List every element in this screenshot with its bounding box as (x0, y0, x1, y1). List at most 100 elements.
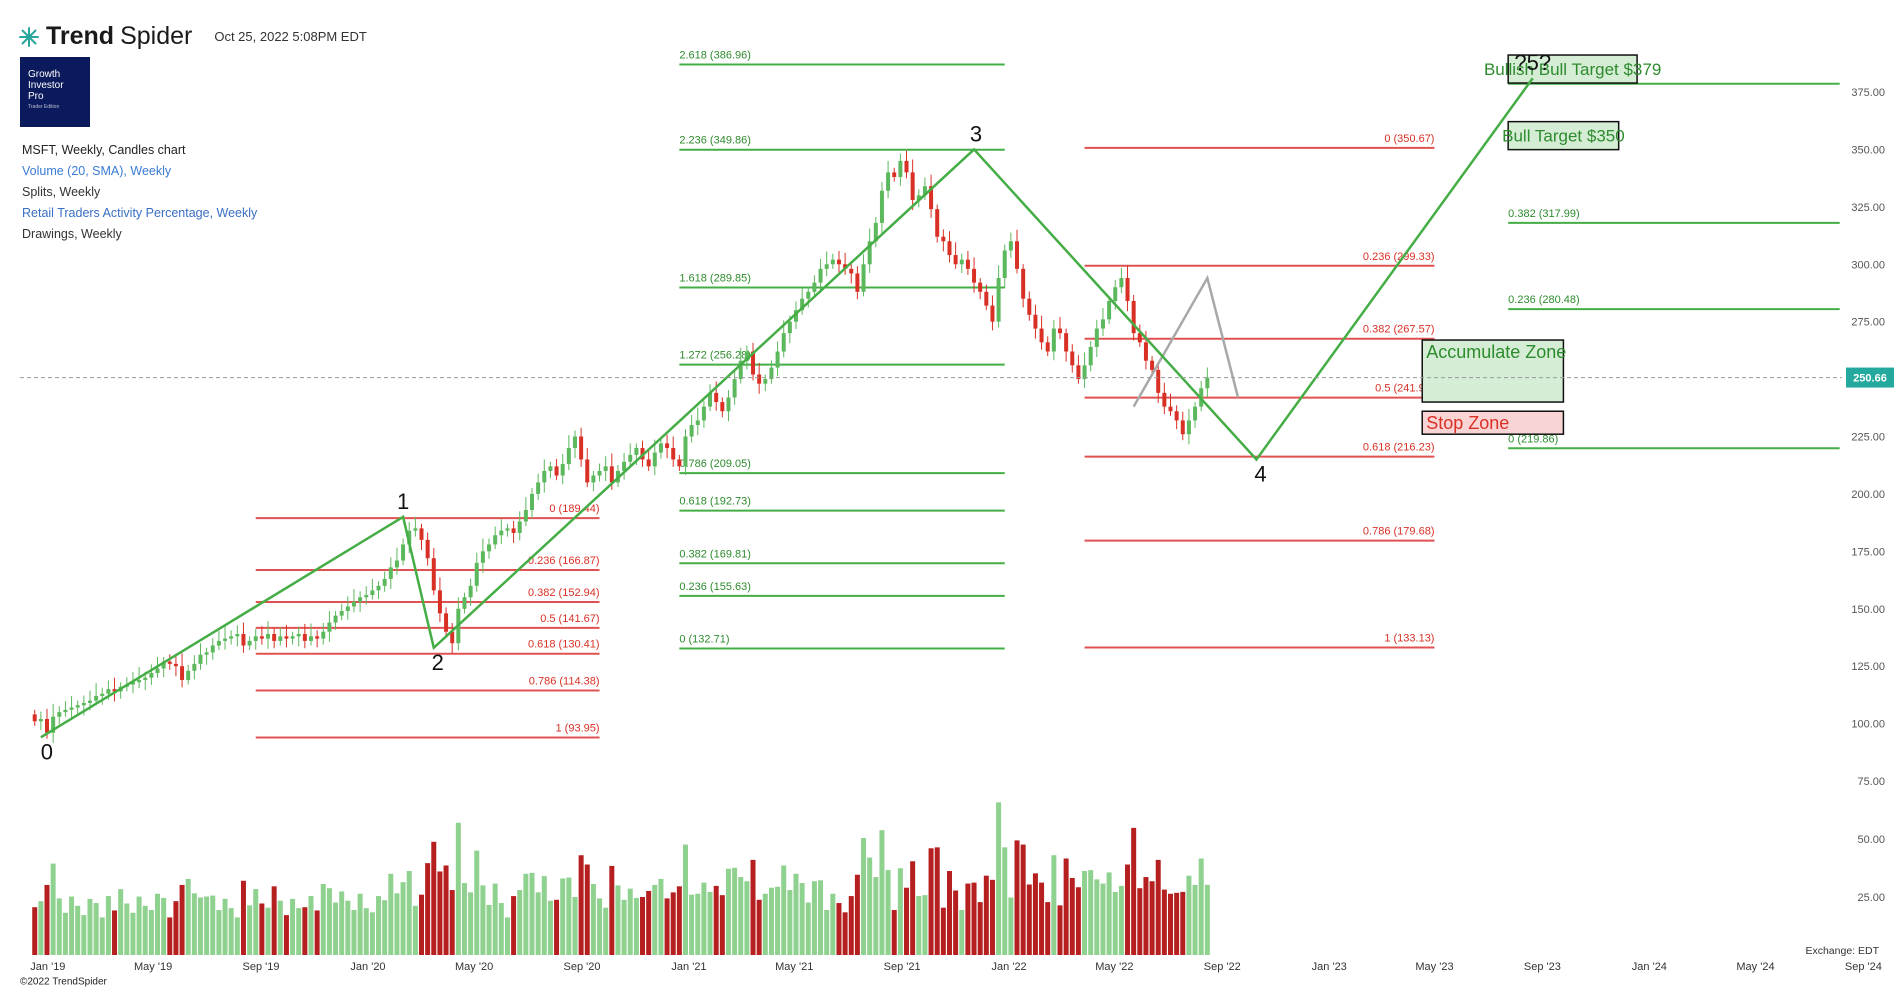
candle-body (480, 551, 485, 563)
x-tick-label: Jan '20 (350, 961, 385, 973)
candle-body (75, 705, 80, 708)
fib-level-label: 0.382 (152.94) (528, 587, 600, 599)
wave-label: 4 (1254, 461, 1266, 486)
candle-body (1205, 377, 1210, 389)
volume-bar (799, 883, 805, 955)
candle-body (87, 700, 92, 703)
volume-bar (388, 873, 394, 955)
volume-bar (744, 881, 750, 955)
volume-bar (247, 905, 253, 955)
candle-body (413, 528, 418, 531)
y-tick-label: 75.00 (1857, 776, 1885, 788)
volume-bar (609, 865, 615, 955)
y-tick-label: 150.00 (1851, 604, 1885, 616)
trendspider-logo[interactable]: Trend Spider (18, 22, 192, 51)
volume-bar (701, 882, 707, 955)
volume-bar (234, 917, 240, 955)
volume-bar (517, 890, 523, 955)
candle-body (315, 636, 320, 639)
volume-bar (142, 905, 148, 955)
volume-bar (768, 887, 774, 955)
candle-body (388, 567, 393, 579)
candle-body (308, 636, 313, 641)
logo-line-4: Trader Edition (28, 104, 60, 110)
candle-body (173, 663, 178, 667)
volume-bar (873, 877, 879, 955)
candle-body (100, 693, 105, 697)
legend-volume[interactable]: Volume (20, SMA), Weekly (22, 164, 172, 178)
volume-bar (1143, 877, 1149, 955)
volume-bar (210, 895, 216, 955)
candle-body (634, 447, 639, 455)
volume-bar (461, 883, 467, 955)
volume-bar (265, 907, 271, 955)
volume-bar (848, 896, 854, 955)
candle-body (63, 709, 68, 713)
x-tick-label: Jan '19 (30, 961, 65, 973)
candle-body (806, 291, 811, 299)
volume-bar (578, 855, 584, 955)
volume-bar (345, 900, 351, 955)
logo-line-2: Investor (28, 80, 64, 91)
candle-body (450, 631, 455, 644)
fib-level-label: 0.618 (216.23) (1363, 442, 1435, 454)
volume-bar (756, 899, 762, 955)
candle-body (1033, 314, 1038, 329)
volume-bar (910, 861, 916, 955)
candle-body (916, 195, 921, 200)
candle-body (431, 558, 436, 591)
volume-bar (861, 838, 867, 955)
candle-body (665, 443, 670, 448)
candle-body (272, 634, 277, 641)
fib-level-label: 0.618 (130.41) (528, 639, 600, 651)
legend-symbol[interactable]: MSFT, Weekly, Candles chart (22, 143, 186, 157)
candle-body (579, 436, 584, 460)
zone-label: Accumulate Zone (1426, 342, 1566, 362)
volume-bar (836, 903, 842, 955)
candle-body (683, 436, 688, 467)
volume-bar (351, 909, 357, 955)
candle-body (1039, 328, 1044, 343)
candle-body (149, 673, 154, 678)
volume-bar (50, 863, 56, 955)
legend-drawings[interactable]: Drawings, Weekly (22, 227, 122, 241)
candle-body (1113, 287, 1118, 301)
volume-bar (118, 889, 124, 955)
candle-body (351, 601, 356, 607)
candle-body (1143, 342, 1148, 361)
volume-bar (1063, 858, 1069, 955)
candle-body (738, 360, 743, 380)
fib-level-label: 0 (219.86) (1508, 433, 1558, 445)
volume-bar (492, 883, 498, 955)
candle-body (726, 397, 731, 412)
candle-body (45, 718, 49, 733)
volume-bar (965, 883, 971, 955)
volume-bar (842, 912, 848, 955)
x-tick-label: Jan '21 (671, 961, 706, 973)
fib-level-label: 0.786 (114.38) (529, 676, 600, 688)
fib-level-label: 1 (133.13) (1384, 632, 1434, 644)
x-tick-label: Sep '22 (1204, 961, 1241, 973)
volume-bar (75, 905, 81, 955)
volume-bar (1112, 891, 1118, 955)
volume-bar (554, 899, 560, 955)
candle-body (1045, 342, 1050, 352)
volume-bar (775, 886, 781, 955)
legend-retail-traders[interactable]: Retail Traders Activity Percentage, Week… (22, 206, 258, 220)
volume-bar (633, 897, 639, 955)
candle-body (658, 443, 663, 453)
copyright: ©2022 TrendSpider (20, 976, 107, 988)
candle-body (603, 466, 608, 471)
volume-bar (431, 841, 437, 955)
volume-bar (1020, 844, 1026, 955)
candle-body (216, 640, 221, 646)
volume-bar (173, 901, 179, 955)
legend-splits[interactable]: Splits, Weekly (22, 185, 101, 199)
candle-body (401, 544, 406, 561)
candle-body (542, 470, 547, 483)
volume-bar (99, 917, 105, 955)
volume-bar (136, 896, 142, 955)
volume-bar (1118, 885, 1124, 955)
candle-body (474, 562, 479, 586)
